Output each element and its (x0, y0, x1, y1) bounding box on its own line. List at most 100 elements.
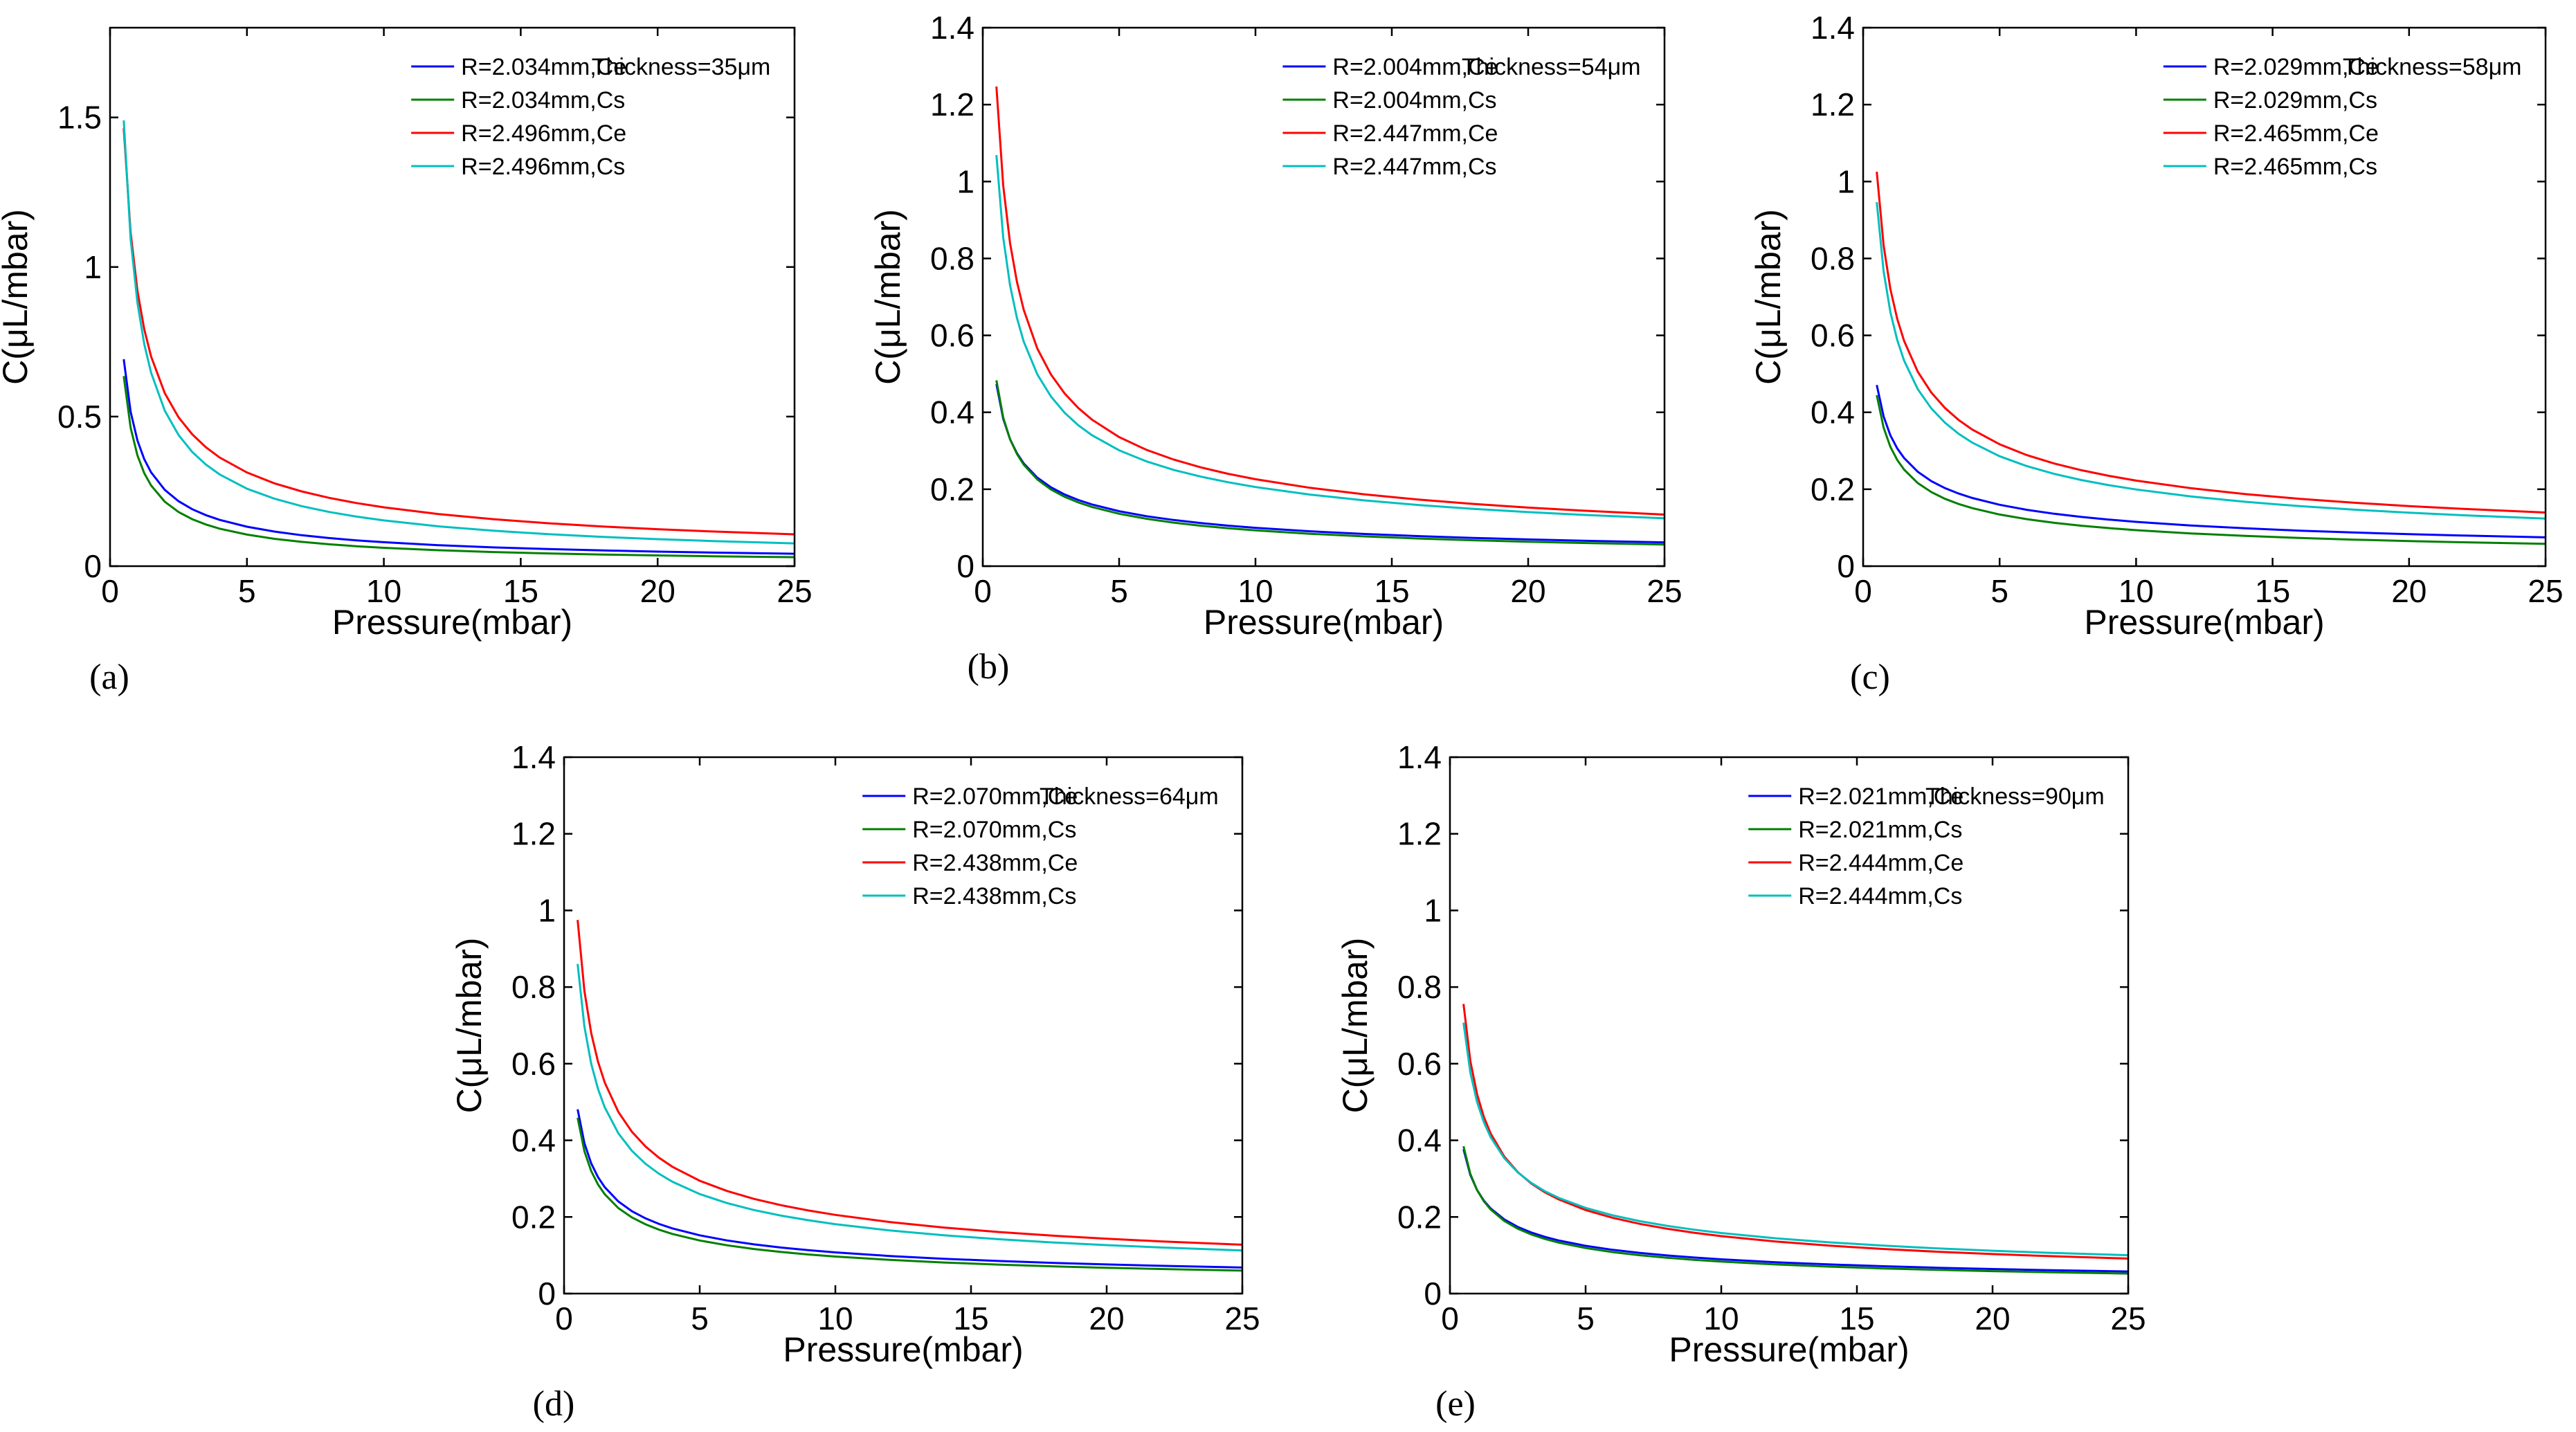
x-tick-label: 20 (640, 573, 675, 609)
x-tick-label: 5 (1990, 573, 2008, 609)
y-tick-label: 1 (956, 163, 974, 199)
series-line-1 (1462, 1149, 2128, 1273)
y-axis-label: C(μL/mbar) (1749, 209, 1788, 385)
legend-entry: R=2.444mm,Ce (1798, 850, 1963, 876)
y-tick-label: 0.8 (1397, 969, 1442, 1005)
x-tick-label: 15 (953, 1300, 988, 1336)
x-tick-label: 20 (1089, 1300, 1124, 1336)
legend-entry: R=2.444mm,Cs (1798, 883, 1962, 909)
legend-entry: R=2.447mm,Cs (1332, 154, 1496, 180)
legend: R=2.021mm,Ce R=2.021mm,Cs R=2.444mm,Ce R=2.… (1748, 783, 1963, 909)
thickness-annotation: Thickness=90μm (1925, 783, 2105, 810)
series-line-4 (577, 963, 1242, 1252)
x-tick-label: 20 (1510, 573, 1545, 609)
x-tick-label: 5 (238, 573, 256, 609)
axes-box (981, 26, 1666, 568)
y-tick-label: 0.6 (1397, 1046, 1442, 1082)
legend-entry: R=2.496mm,Ce (461, 120, 626, 147)
series-line-4 (995, 154, 1665, 520)
legend: R=2.029mm,Ce R=2.029mm,Cs R=2.465mm,Ce R=2.… (2163, 54, 2379, 180)
series-line-1 (123, 359, 795, 555)
y-tick-label: 1.4 (1397, 739, 1442, 775)
y-tick-label: 0.2 (1397, 1199, 1442, 1235)
y-axis-label: C(μL/mbar) (1336, 938, 1375, 1114)
x-axis-label: Pressure(mbar) (2084, 603, 2324, 642)
x-tick-label: 0 (555, 1300, 573, 1336)
y-axis-label: C(μL/mbar) (0, 209, 35, 385)
series-line-2 (123, 376, 795, 559)
y-tick-label: 1 (84, 249, 102, 285)
y-tick-label: 0.4 (511, 1123, 556, 1159)
y-tick-label: 0.5 (57, 399, 102, 435)
legend-entry: R=2.438mm,Cs (912, 883, 1076, 909)
y-tick-label: 0 (1424, 1276, 1442, 1312)
x-tick-label: 25 (1647, 573, 1682, 609)
series-line-3 (1876, 172, 2546, 514)
y-tick-label: 0.6 (511, 1046, 556, 1082)
x-tick-label: 15 (503, 573, 538, 609)
panel-label: (e) (1435, 1384, 1476, 1424)
legend-entry: R=2.438mm,Ce (912, 850, 1078, 876)
y-axis-label: C(μL/mbar) (869, 209, 907, 385)
y-tick-label: 0 (956, 548, 974, 584)
x-tick-label: 0 (101, 573, 119, 609)
thickness-annotation: Thickness=35μm (592, 54, 771, 80)
thickness-annotation: Thickness=64μm (1040, 783, 1219, 810)
legend: R=2.004mm,Ce R=2.004mm,Cs R=2.447mm,Ce R=2.… (1282, 54, 1498, 180)
thickness-annotation: Thickness=54μm (1462, 54, 1641, 80)
y-tick-label: 0.6 (1811, 318, 1855, 354)
y-tick-label: 1.2 (930, 87, 974, 123)
x-tick-label: 25 (777, 573, 812, 609)
panel-label: (c) (1850, 658, 1890, 697)
x-tick-label: 5 (691, 1300, 709, 1336)
legend-entry: R=2.021mm,Ce (1798, 783, 1963, 810)
series-line-2 (1876, 395, 2546, 545)
panel-label: (b) (968, 647, 1010, 687)
x-tick-label: 5 (1577, 1300, 1595, 1336)
panel-label: (d) (533, 1384, 575, 1424)
legend: R=2.070mm,Ce R=2.070mm,Cs R=2.438mm,Ce R=2.… (862, 783, 1078, 909)
legend-entry: R=2.496mm,Cs (461, 154, 625, 180)
y-tick-label: 0 (1837, 548, 1855, 584)
x-axis-label: Pressure(mbar) (783, 1330, 1023, 1369)
y-tick-label: 0.8 (1811, 240, 1855, 276)
legend-entry: R=2.447mm,Ce (1332, 120, 1498, 147)
y-tick-label: 0 (84, 548, 102, 584)
x-tick-label: 10 (2119, 573, 2154, 609)
x-tick-label: 0 (1854, 573, 1872, 609)
y-tick-label: 0.8 (511, 969, 556, 1005)
y-tick-label: 0.2 (511, 1199, 556, 1235)
legend: R=2.034mm,Ce R=2.034mm,Cs R=2.496mm,Ce R=2.… (411, 54, 626, 180)
y-tick-label: 0.2 (1811, 471, 1855, 507)
y-tick-label: 0.4 (1811, 395, 1855, 430)
y-tick-label: 1.4 (511, 739, 556, 775)
axes-box (1862, 26, 2547, 568)
series-line-2 (1462, 1145, 2128, 1275)
x-tick-label: 10 (1237, 573, 1273, 609)
x-tick-label: 5 (1110, 573, 1128, 609)
y-tick-label: 1 (538, 892, 556, 928)
x-tick-label: 15 (2255, 573, 2290, 609)
series-line-3 (123, 128, 795, 536)
x-tick-label: 25 (2528, 573, 2563, 609)
y-tick-label: 0.4 (930, 395, 974, 430)
chart-panel-a: 0 5 10 15 20 25 0 0.5 1 1.5 Pressure(mbar) C(μL/mba… (0, 26, 813, 697)
x-tick-label: 10 (817, 1300, 853, 1336)
y-tick-label: 1 (1424, 892, 1442, 928)
chart-panel-b: 0 5 10 15 20 25 0 0.2 0.4 0.6 0.8 1 1.2 1.4 Pressure(m… (869, 10, 1682, 687)
y-tick-label: 1.4 (1811, 10, 1855, 46)
legend-entry: R=2.465mm,Cs (2213, 154, 2377, 180)
y-tick-label: 0.8 (930, 240, 974, 276)
y-tick-label: 1.2 (1397, 816, 1442, 852)
y-tick-label: 0.2 (930, 471, 974, 507)
series-line-4 (1876, 201, 2546, 520)
legend-entry: R=2.070mm,Cs (912, 817, 1076, 843)
y-tick-label: 1.2 (511, 816, 556, 852)
x-tick-label: 15 (1839, 1300, 1874, 1336)
x-axis-label: Pressure(mbar) (1669, 1330, 1909, 1369)
y-tick-label: 1 (1837, 163, 1855, 199)
axes-box (563, 756, 1244, 1295)
y-tick-label: 1.2 (1811, 87, 1855, 123)
y-tick-label: 0.6 (930, 318, 974, 354)
